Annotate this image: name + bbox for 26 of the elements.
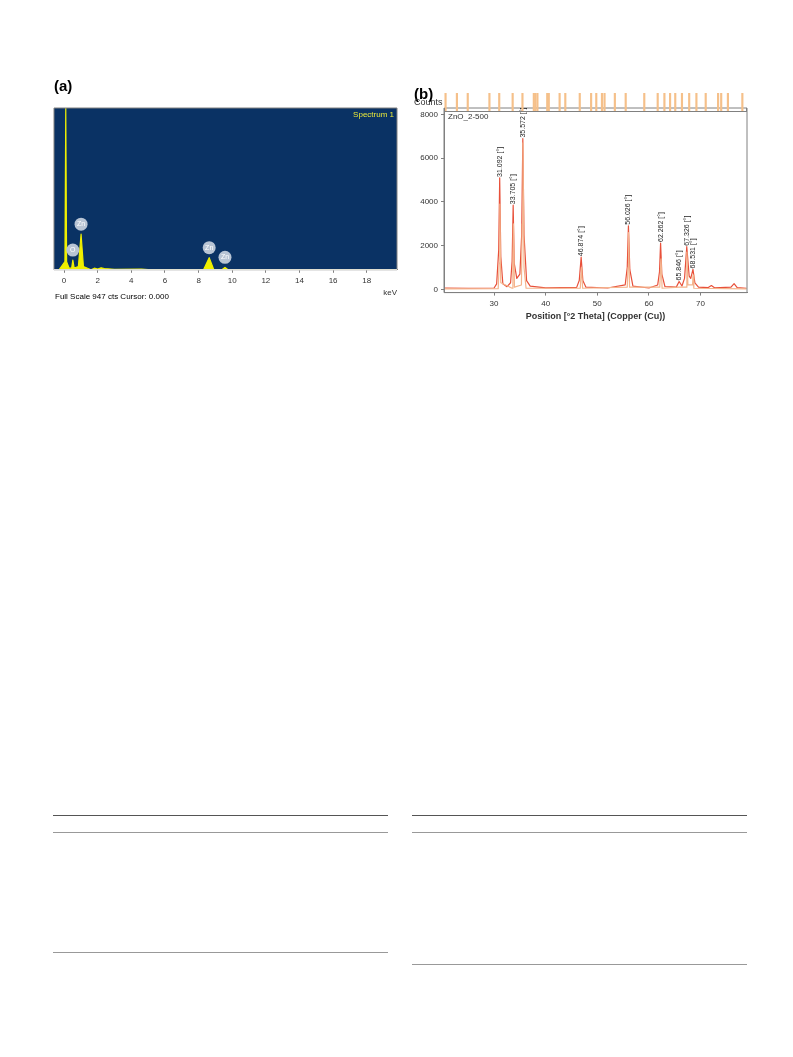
y-tick-label: 4000 bbox=[420, 197, 439, 207]
x-tick-label: 18 bbox=[362, 275, 372, 285]
y-tick-label: 0 bbox=[433, 284, 439, 294]
x-tick-label: 0 bbox=[61, 275, 67, 285]
x-tick-label: 70 bbox=[696, 298, 706, 308]
y-tick-label: 8000 bbox=[420, 109, 439, 119]
x-tick-label: 16 bbox=[328, 275, 339, 285]
x-tick-label: 50 bbox=[592, 298, 603, 308]
x-tick-label: 12 bbox=[261, 275, 271, 285]
annotation: Spectrum 1 bbox=[353, 110, 395, 120]
x-axis-title: keV bbox=[383, 288, 398, 298]
x-tick-label: 30 bbox=[489, 298, 500, 308]
y-tick-label: 6000 bbox=[420, 153, 439, 163]
y-tick-label: 2000 bbox=[420, 240, 439, 250]
chart-title: (a) bbox=[54, 77, 73, 95]
x-tick-label: 2 bbox=[95, 275, 101, 285]
annotation: ZnO_2-500 bbox=[448, 112, 490, 122]
x-tick-label: 10 bbox=[227, 275, 238, 285]
x-tick-label: 8 bbox=[196, 275, 202, 285]
x-tick-label: 6 bbox=[162, 275, 168, 285]
x-tick-label: 14 bbox=[295, 275, 305, 285]
text: Full Scale 947 cts Cursor: 0.000 bbox=[55, 292, 170, 302]
x-tick-label: 4 bbox=[129, 275, 135, 285]
x-tick-label: 40 bbox=[541, 298, 551, 308]
x-axis-title: Position [°2 Theta] (Copper (Cu)) bbox=[525, 311, 666, 322]
x-tick-label: 60 bbox=[644, 298, 654, 308]
